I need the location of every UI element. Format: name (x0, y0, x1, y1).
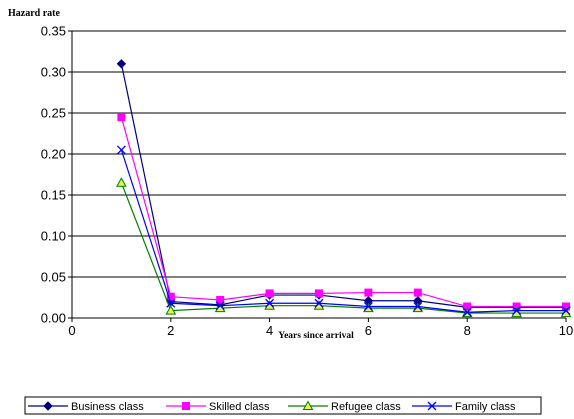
y-tick-label: 0.05 (41, 270, 66, 285)
y-axis-title: Hazard rate (8, 8, 60, 19)
data-point (314, 298, 324, 308)
x-tick-label: 2 (167, 323, 174, 338)
data-point (561, 306, 571, 316)
gridlines (68, 30, 566, 319)
y-tick-label: 0.35 (41, 24, 66, 39)
x-tick-label: 4 (266, 323, 273, 338)
data-point (413, 288, 422, 297)
legend-marker (182, 402, 190, 410)
y-tick-label: 0.15 (41, 188, 66, 203)
x-tick-label: 6 (365, 323, 372, 338)
data-point (363, 302, 373, 311)
series-line (120, 182, 566, 314)
data-point (166, 292, 175, 301)
series-business-class (116, 59, 571, 313)
data-point (165, 305, 177, 315)
series-line (120, 149, 566, 313)
legend-label: Refugee class (331, 401, 401, 413)
data-point (116, 59, 127, 69)
data-point (364, 288, 373, 297)
legend-marker (302, 400, 314, 410)
legend-box (24, 396, 542, 415)
y-tick-label: 0.25 (41, 106, 66, 121)
legend-label: Family class (455, 401, 516, 413)
series-lines (116, 59, 572, 318)
data-point (315, 289, 323, 298)
legend-item: Family class (412, 401, 516, 413)
legend-item: Refugee class (288, 400, 401, 413)
series-line (120, 116, 566, 308)
y-tick-label: 0.30 (41, 65, 66, 80)
legend-label: Skilled class (209, 401, 270, 413)
data-point (166, 298, 176, 308)
series-line (120, 63, 566, 308)
y-tick-label: 0.20 (41, 147, 66, 162)
legend-label: Business class (71, 401, 144, 413)
y-tick-label: 0.10 (41, 229, 66, 244)
series-skilled-class (117, 113, 570, 311)
data-point (265, 289, 274, 298)
data-point (116, 145, 126, 155)
legend-marker (43, 401, 53, 411)
data-point (413, 302, 423, 311)
legend: Business class Skilled class Refugee class… (24, 396, 542, 415)
series-family-class (116, 145, 571, 317)
data-point (116, 177, 127, 187)
legend-item: Business class (28, 401, 144, 413)
data-point (215, 301, 225, 311)
series-refugee-class (116, 177, 572, 318)
x-axis-title: Years since arrival (278, 331, 354, 341)
x-tick-label: 8 (464, 323, 471, 338)
data-point (265, 298, 275, 308)
x-tick-label: 0 (68, 323, 75, 338)
legend-item: Skilled class (166, 401, 270, 413)
y-tick-labels: 0.00 0.05 0.10 0.15 0.20 0.25 0.30 0.35 (41, 24, 66, 326)
data-point (462, 307, 472, 317)
data-point (512, 306, 522, 316)
x-tick-label: 10 (559, 323, 573, 338)
x-tick-labels: 0 2 4 6 8 10 (68, 323, 573, 338)
legend-marker (427, 401, 437, 411)
y-tick-label: 0.00 (41, 311, 66, 326)
data-point (117, 113, 126, 122)
axes (71, 31, 567, 322)
